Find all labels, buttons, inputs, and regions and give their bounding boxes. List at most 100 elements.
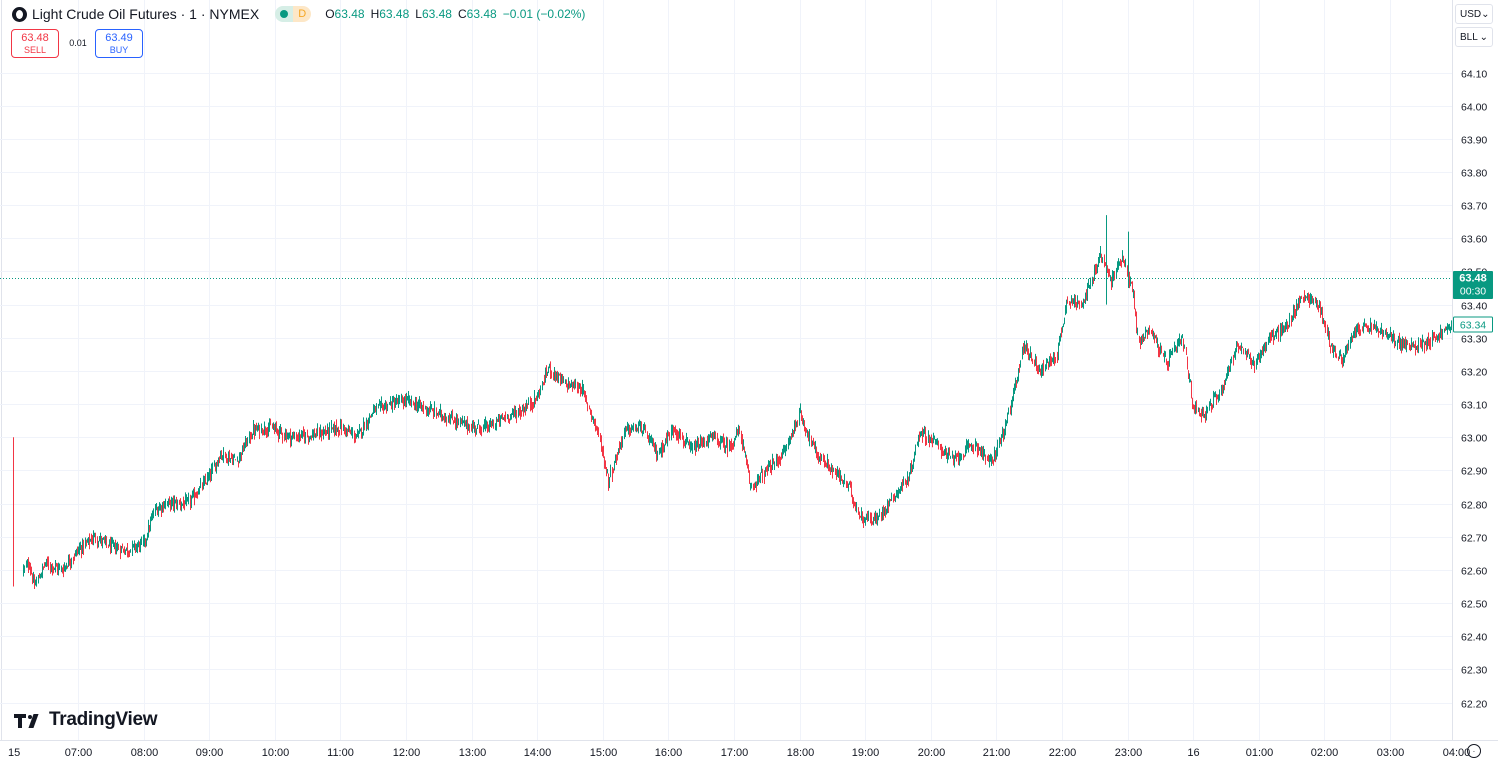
candle-body	[1047, 362, 1048, 364]
candle-body	[36, 580, 37, 585]
candle-body	[1263, 349, 1264, 352]
candle-body	[1036, 358, 1037, 366]
candle-body	[911, 466, 912, 473]
candle-body	[511, 414, 512, 416]
candle-body	[1063, 323, 1064, 325]
candle-body	[103, 538, 104, 540]
candle-body	[567, 383, 568, 389]
candle-body	[796, 423, 797, 427]
candle-body	[173, 499, 174, 507]
symbol-title[interactable]: Light Crude Oil Futures · 1 · NYMEX	[32, 6, 260, 22]
candle-body	[565, 380, 566, 382]
candle-body	[431, 407, 432, 410]
candle-body	[843, 481, 844, 484]
candle-body	[369, 415, 370, 421]
sell-button[interactable]: 63.48 SELL	[11, 29, 59, 58]
buy-button[interactable]: 63.49 BUY	[95, 29, 143, 58]
candle-body	[833, 470, 834, 472]
candle-body	[876, 517, 877, 524]
candle-body	[239, 457, 240, 461]
candle-body	[1132, 285, 1133, 293]
candle-body	[1310, 294, 1311, 302]
candle-body	[1223, 385, 1224, 390]
candle-body	[902, 483, 903, 487]
candle-body	[1373, 327, 1374, 330]
candle-body	[129, 552, 130, 555]
candle-body	[878, 516, 879, 518]
candle-body	[622, 436, 623, 443]
candle-body	[1322, 311, 1323, 321]
candle-body	[408, 396, 409, 401]
candle-body	[246, 440, 247, 447]
candle-body	[768, 463, 769, 469]
candle-body	[391, 401, 392, 409]
candle-body	[1272, 333, 1273, 337]
candle-body	[970, 445, 971, 447]
candle-body	[1340, 353, 1341, 356]
candle-body	[807, 432, 808, 434]
candle-body	[1151, 330, 1152, 334]
candle-body	[1107, 269, 1108, 271]
candle-body	[741, 431, 742, 440]
candle-body	[965, 447, 966, 454]
candle-body	[593, 417, 594, 419]
candle-body	[299, 432, 300, 438]
candle-body	[1414, 345, 1415, 347]
market-status[interactable]: D	[275, 6, 312, 22]
price-axis[interactable]: 62.20 62.30 62.40 62.50 62.60 62.70 62.80 62.90…	[1452, 0, 1498, 765]
time-axis[interactable]: 15 07:00 08:00 09:00 10:00 11:00 12:00 13:00 14:…	[0, 740, 1498, 760]
candle-body	[237, 460, 238, 462]
candle-body	[1219, 394, 1220, 398]
price-tick-label: 63.90	[1461, 135, 1487, 147]
candle-body	[1049, 358, 1050, 366]
tradingview-logo[interactable]: TradingView	[14, 709, 158, 731]
candle-body	[285, 432, 286, 437]
candle-body	[950, 456, 951, 458]
candle-body	[700, 439, 701, 447]
chart-settings-gear-icon[interactable]: ·	[1467, 744, 1481, 758]
candle-body	[182, 503, 183, 505]
candle-body	[1102, 259, 1103, 263]
candle-body	[667, 435, 668, 441]
candle-body	[1190, 380, 1191, 382]
candle-body	[725, 446, 726, 450]
candle-body	[134, 542, 135, 545]
time-tick-label: 04:00	[1443, 747, 1471, 759]
candle-body	[1065, 309, 1066, 314]
candle-body	[1067, 298, 1068, 303]
candle-body	[860, 516, 861, 518]
candle-body	[835, 471, 836, 473]
currency-selector[interactable]: USD ⌄	[1455, 4, 1493, 24]
candle-body	[1215, 395, 1216, 397]
candle-body	[360, 428, 361, 432]
candle-body	[1064, 317, 1065, 320]
candle-body	[566, 381, 567, 384]
candle-body	[861, 512, 862, 519]
candle-body	[964, 455, 965, 457]
candle-body	[1278, 329, 1279, 338]
candle-body	[948, 450, 949, 456]
candle-body	[764, 475, 765, 480]
candle-body	[968, 443, 969, 447]
candle-body	[1074, 296, 1075, 303]
unit-selector[interactable]: BLL ⌄	[1455, 27, 1493, 47]
candle-body	[719, 443, 720, 446]
candle-body	[738, 426, 739, 433]
candle-body	[823, 456, 824, 462]
candle-body	[287, 436, 288, 438]
candle-body	[907, 476, 908, 483]
candle-body	[186, 498, 187, 502]
candle-body	[524, 407, 525, 412]
candle-body	[1022, 349, 1023, 358]
candle-body	[448, 419, 449, 421]
candle-body	[995, 450, 996, 457]
candle-body	[1320, 302, 1321, 314]
candle-body	[758, 474, 759, 481]
candle-body	[969, 444, 970, 446]
candle-body	[492, 422, 493, 426]
candle-body	[1399, 338, 1400, 348]
candle-body	[594, 418, 595, 424]
candle-body	[1073, 301, 1074, 304]
